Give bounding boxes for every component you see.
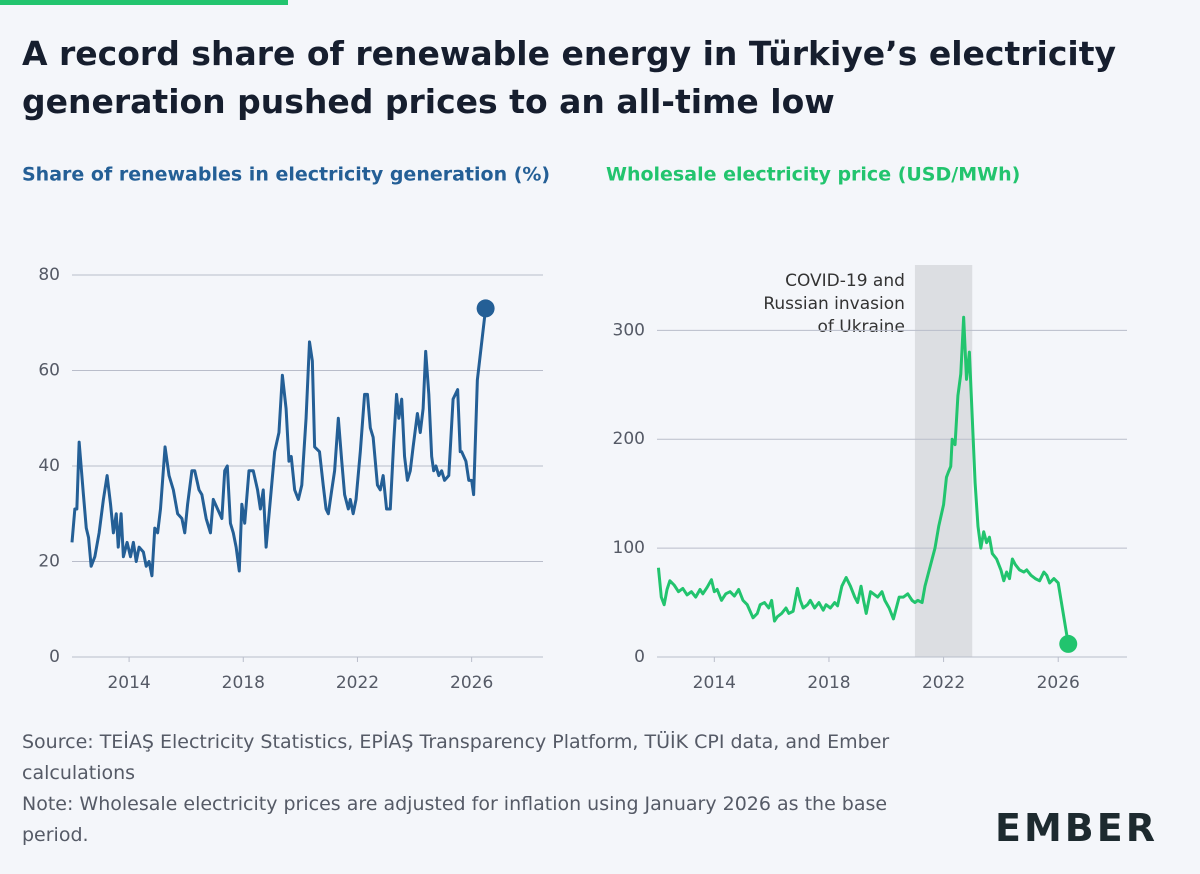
x-tick-label: 2018 (222, 673, 265, 693)
y-tick-label: 20 (38, 552, 60, 572)
chart-subtitle: Wholesale electricity price (USD/MWh) (606, 164, 1020, 186)
y-tick-label: 40 (38, 456, 60, 476)
y-tick-label: 0 (634, 647, 645, 667)
x-tick-label: 2018 (807, 673, 850, 693)
y-tick-label: 300 (613, 320, 645, 340)
footer: Source: TEİAŞ Electricity Statistics, EP… (22, 727, 922, 851)
note: Note: Wholesale electricity prices are a… (22, 793, 888, 846)
x-tick-label: 2022 (922, 673, 965, 693)
end-marker (1059, 634, 1078, 653)
y-tick-label: 0 (49, 647, 60, 667)
y-tick-label: 80 (38, 265, 60, 285)
annotation: COVID-19 and (785, 271, 905, 291)
line (70, 308, 488, 578)
y-tick-label: 200 (613, 429, 645, 449)
end-marker (476, 299, 495, 318)
y-tick-label: 60 (38, 361, 60, 381)
x-tick-label: 2026 (1037, 673, 1080, 693)
x-tick-label: 2014 (107, 673, 150, 693)
source: Source: TEİAŞ Electricity Statistics, EP… (22, 731, 890, 784)
line (656, 315, 1070, 645)
x-tick-label: 2014 (693, 673, 736, 693)
logo: EMBER (995, 806, 1158, 850)
accent-bar (0, 0, 288, 5)
x-tick-label: 2026 (450, 673, 493, 693)
chart-subtitle: Share of renewables in electricity gener… (22, 164, 550, 186)
y-tick-label: 100 (613, 538, 645, 558)
annotation: of Ukraine (817, 317, 904, 337)
x-tick-label: 2022 (336, 673, 379, 693)
annotation: Russian invasion (763, 294, 905, 314)
page-title: A record share of renewable energy in Tü… (22, 34, 1117, 121)
